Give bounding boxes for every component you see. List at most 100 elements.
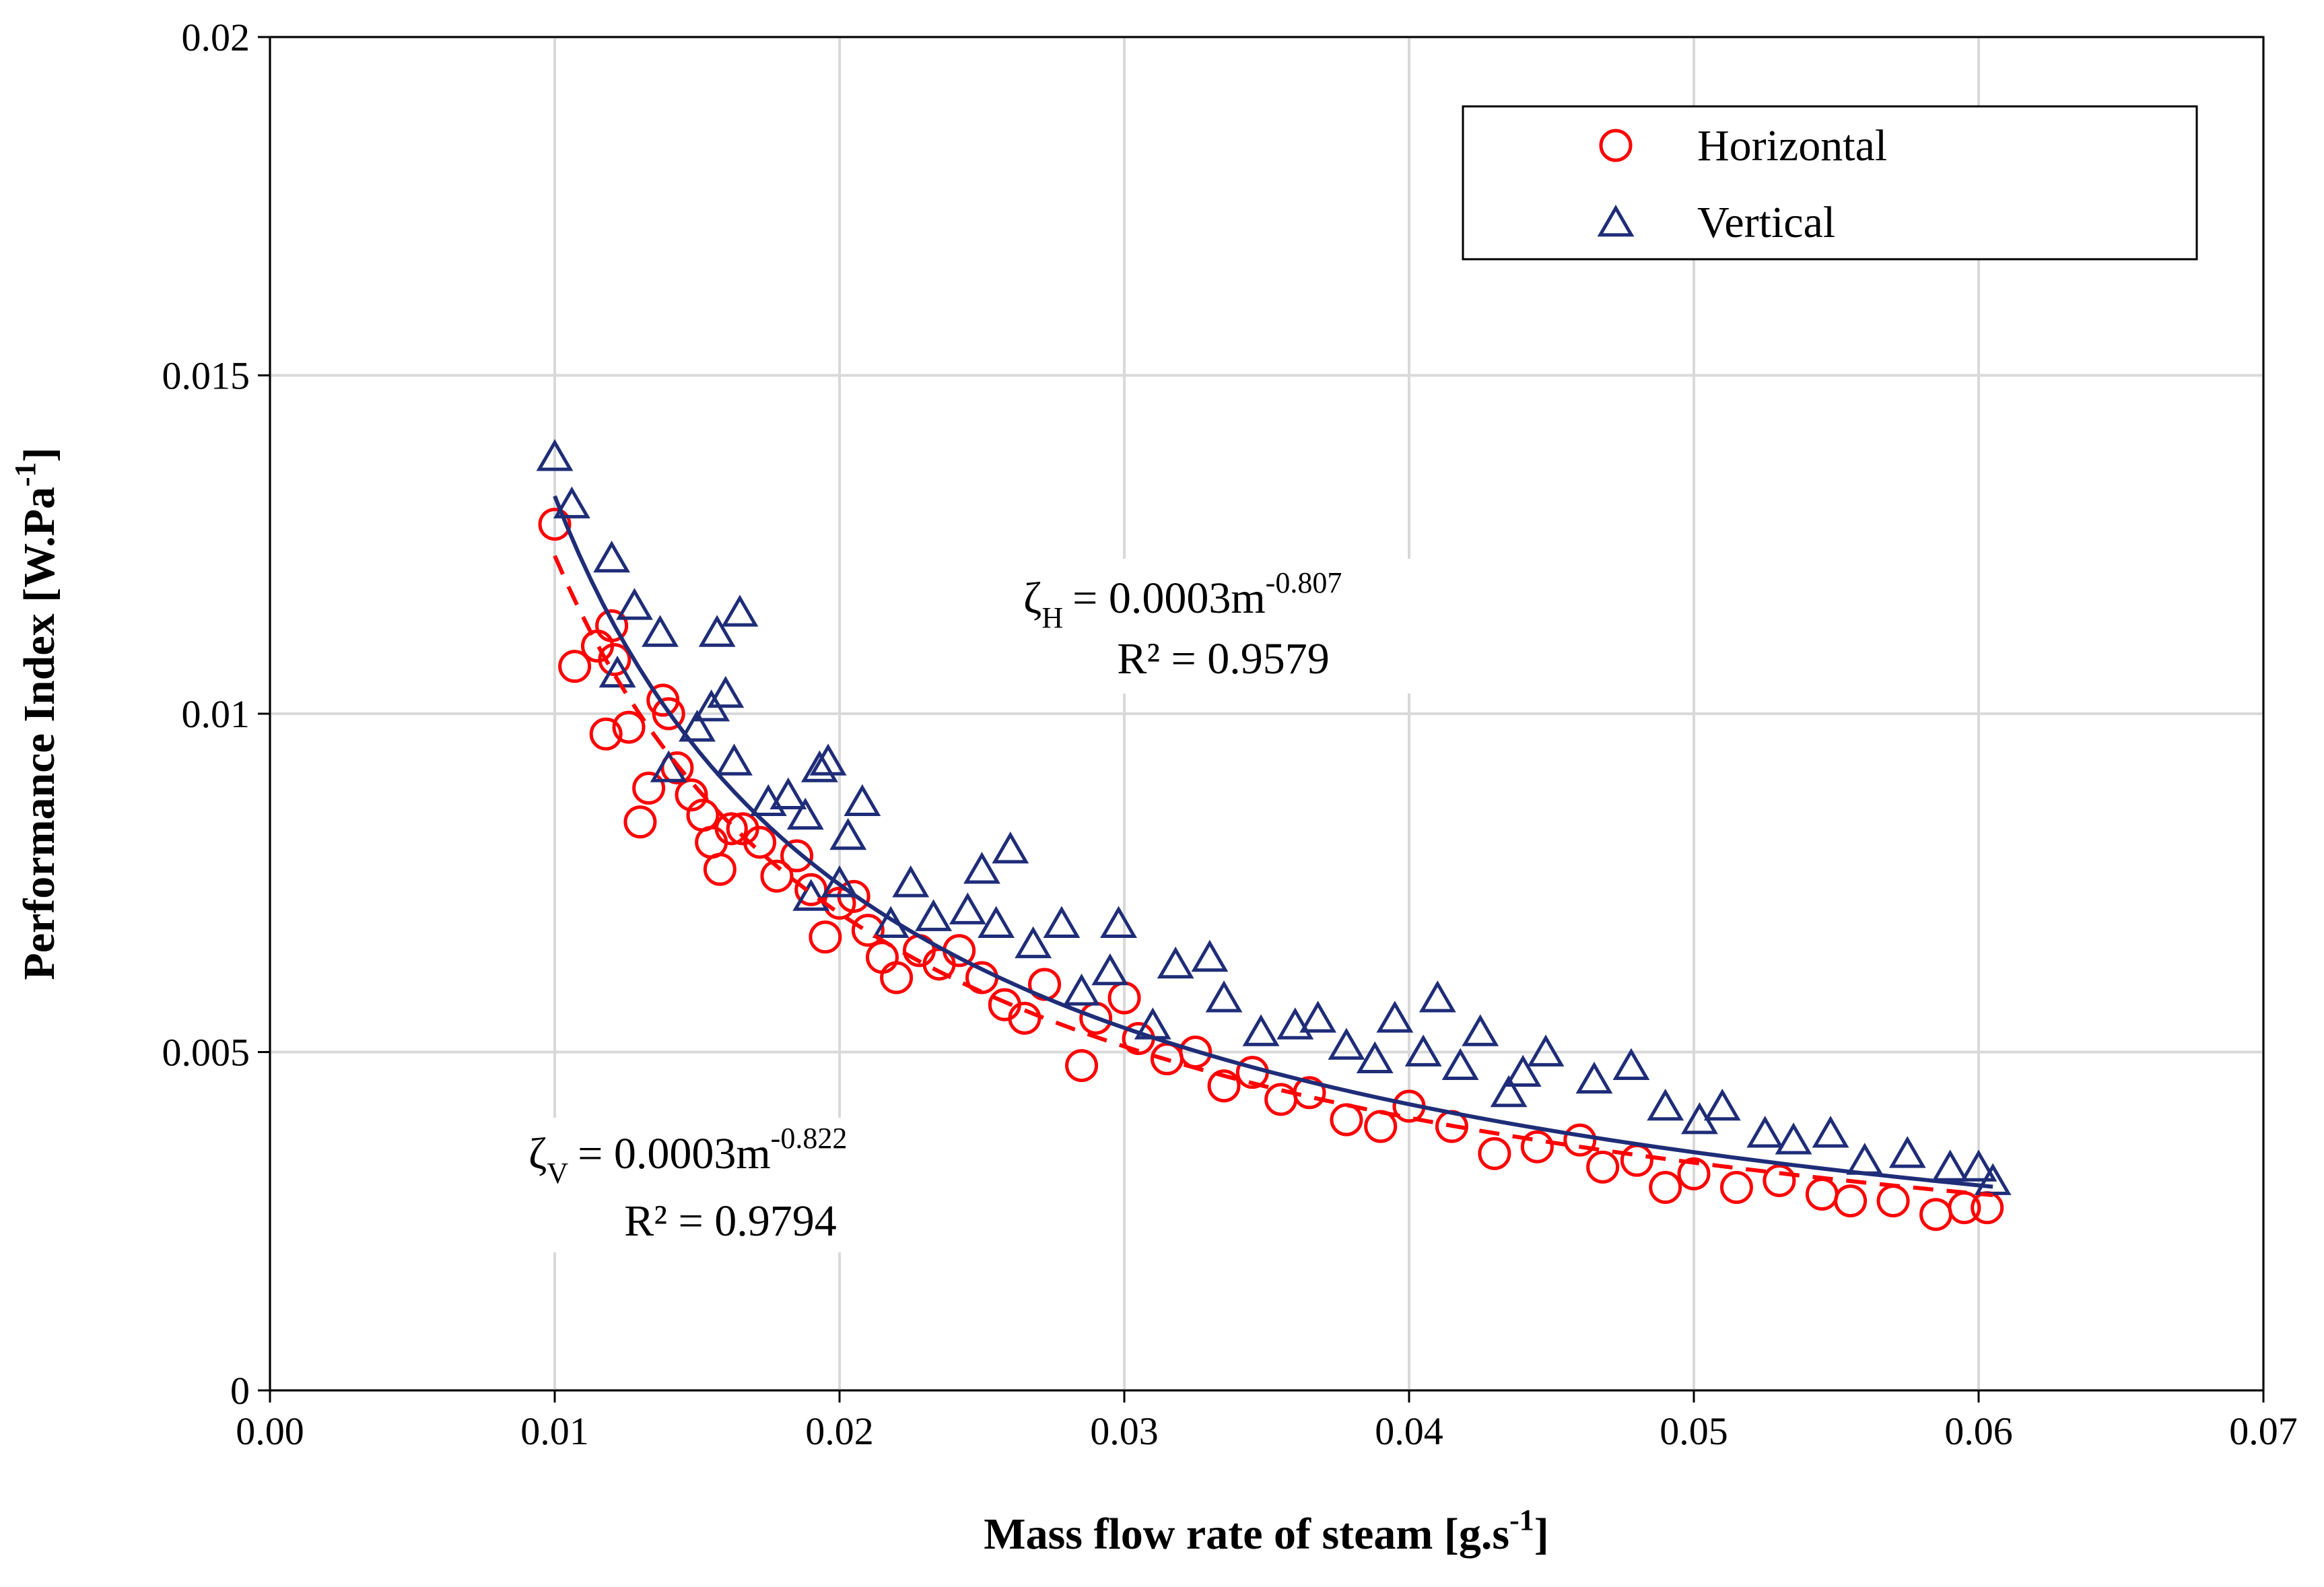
y-tick-label: 0.02 xyxy=(182,15,250,59)
x-tick-label: 0.04 xyxy=(1375,1409,1443,1453)
subscript: V xyxy=(547,1157,568,1190)
point xyxy=(851,914,885,947)
point xyxy=(553,486,590,518)
point xyxy=(695,825,728,859)
point xyxy=(1205,980,1243,1013)
point xyxy=(992,832,1029,864)
annotation-bg xyxy=(518,1118,949,1252)
point xyxy=(1207,1069,1241,1103)
point xyxy=(1620,1143,1653,1177)
y-axis-title: Performance Index [W.Pa-1] xyxy=(9,447,64,980)
point xyxy=(623,805,657,839)
point xyxy=(1091,953,1129,986)
point xyxy=(714,812,748,846)
point xyxy=(589,717,623,751)
point xyxy=(1703,1088,1741,1121)
point xyxy=(743,825,777,859)
point xyxy=(1490,1075,1528,1108)
point xyxy=(1264,1083,1298,1116)
point xyxy=(593,540,631,573)
point xyxy=(698,615,736,647)
point xyxy=(1919,1198,1953,1231)
point xyxy=(780,839,814,873)
point xyxy=(1812,1116,1849,1148)
point xyxy=(1932,1149,1969,1182)
point xyxy=(809,743,847,776)
symbol: ζ xyxy=(528,1129,547,1178)
legend-box xyxy=(1462,105,2198,261)
symbol: ζ xyxy=(1023,574,1041,623)
equation: = 0.0003m xyxy=(1072,574,1266,623)
point xyxy=(538,508,572,541)
point xyxy=(1242,1014,1280,1046)
ticks: 0.00 0.01 0.02 0.03 0.04 0.05 0.06 0.07 0 0.005 0.… xyxy=(162,15,2298,1453)
point xyxy=(1719,1171,1753,1204)
x-axis-title-text: Mass flow rate of steam [g.s xyxy=(984,1510,1509,1559)
point xyxy=(1376,1001,1414,1033)
x-tick-label: 0.06 xyxy=(1944,1409,2013,1453)
point xyxy=(1441,1048,1479,1080)
annotation-equation: ζV = 0.0003m-0.822 xyxy=(528,1122,847,1190)
marks xyxy=(536,439,2012,1231)
point xyxy=(1876,1184,1910,1218)
annotation-equation: ζH = 0.0003m-0.807 xyxy=(1023,566,1342,634)
annotation-r2: R² = 0.9579 xyxy=(1117,634,1330,683)
annotation: ζV = 0.0003m-0.822 R² = 0.9794 xyxy=(518,1118,949,1252)
point xyxy=(1015,926,1052,959)
x-tick-label: 0.02 xyxy=(805,1409,874,1453)
point xyxy=(642,615,679,647)
point xyxy=(1065,1049,1099,1083)
point xyxy=(844,784,881,817)
y-axis-title-sup: -1 xyxy=(9,462,42,487)
point xyxy=(721,595,759,627)
point xyxy=(1763,1163,1796,1197)
point xyxy=(1478,1137,1511,1170)
point xyxy=(1960,1149,1997,1182)
point xyxy=(1888,1136,1926,1168)
point xyxy=(616,588,653,620)
point xyxy=(1299,1001,1337,1033)
y-tick-label: 0.015 xyxy=(162,354,250,398)
point xyxy=(1191,939,1229,972)
legend-marker xyxy=(1597,205,1635,237)
point xyxy=(1404,1034,1442,1067)
point xyxy=(760,859,794,893)
point xyxy=(1834,1184,1868,1218)
point xyxy=(978,906,1015,938)
y-tick-label: 0.005 xyxy=(162,1031,250,1075)
subscript: H xyxy=(1041,601,1063,634)
point xyxy=(1805,1178,1839,1211)
point xyxy=(792,879,830,911)
annotation-bg xyxy=(1010,559,1441,694)
point xyxy=(707,675,745,708)
point xyxy=(1649,1171,1682,1204)
point xyxy=(598,643,631,677)
point xyxy=(865,941,899,974)
legend: Horizontal Vertical xyxy=(1462,105,2198,261)
point xyxy=(1276,1007,1314,1040)
legend-label: Vertical xyxy=(1697,198,1835,247)
x-axis-title-sup: -1 xyxy=(1509,1504,1534,1537)
point xyxy=(1063,974,1100,1006)
point xyxy=(1677,1157,1711,1190)
point xyxy=(949,892,986,924)
point xyxy=(809,920,842,954)
point xyxy=(1575,1061,1613,1094)
annotation-r2: R² = 0.9794 xyxy=(624,1196,837,1246)
point xyxy=(1157,946,1194,979)
x-axis-title-suffix: ] xyxy=(1534,1510,1549,1559)
point xyxy=(1746,1116,1784,1148)
point xyxy=(675,778,708,812)
point xyxy=(612,710,646,744)
exponent: -0.822 xyxy=(771,1122,848,1155)
point xyxy=(1647,1088,1684,1121)
point xyxy=(770,777,807,809)
y-axis-title-suffix: ] xyxy=(15,447,64,462)
point xyxy=(1527,1034,1565,1067)
point xyxy=(892,865,930,898)
fits xyxy=(553,495,1993,1197)
point xyxy=(1356,1041,1394,1073)
exponent: -0.807 xyxy=(1266,566,1342,599)
x-axis-title: Mass flow rate of steam [g.s-1] xyxy=(984,1504,1548,1559)
